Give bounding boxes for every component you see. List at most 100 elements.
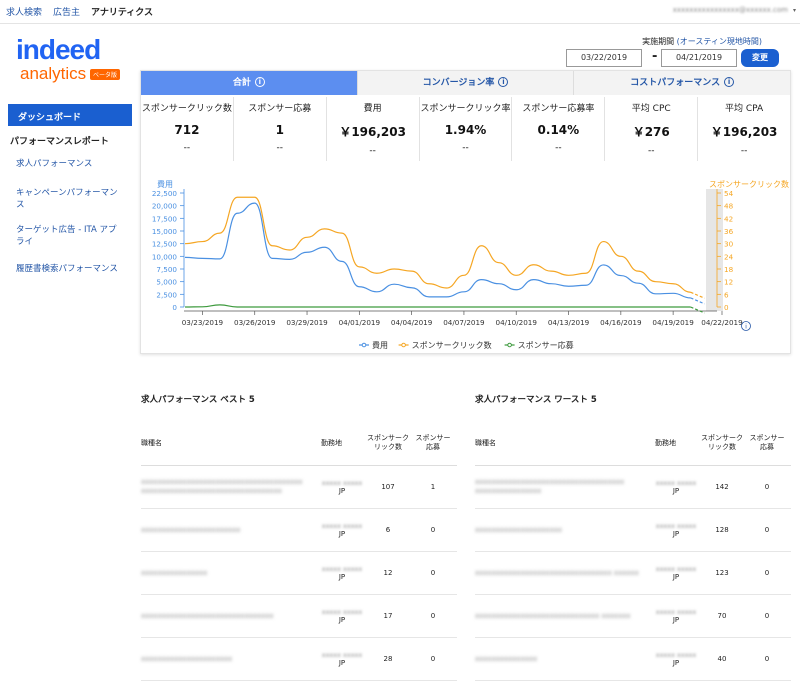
table-row[interactable]: xxxxxxxxxxxxxxxxxxxxxx xxxxx xxxxx JP 28 0 xyxy=(141,638,457,681)
nav-analytics-link[interactable]: アナリティクス xyxy=(91,8,154,18)
job-title-link[interactable]: xxxxxxxxxxxxxxxxxxxxxxxxxxxxxxxxxxxxxxx … xyxy=(141,478,303,495)
metric-5: 平均 CPC ￥276 -- xyxy=(605,97,699,161)
job-title-link[interactable]: xxxxxxxxxxxxxxxxxxxxxxxxxxxxxxxxxxxx xxx… xyxy=(475,478,625,495)
job-title-link[interactable]: xxxxxxxxxxxxxxxxxxxxxx xyxy=(141,654,233,663)
clicks-value: 12 xyxy=(383,569,393,577)
nav-employers-link[interactable]: 広告主 xyxy=(53,8,81,18)
header-clicks[interactable]: スポンサークリック数 xyxy=(701,433,743,451)
metric-value: 1 xyxy=(275,123,284,137)
metric-1: スポンサー応募 1 -- xyxy=(234,97,327,161)
header-location[interactable]: 勤務地 xyxy=(655,438,676,447)
sidebar-item-dashboard[interactable]: ダッシュボード xyxy=(8,104,132,126)
metric-value: ￥196,203 xyxy=(710,125,778,139)
job-location: xxxxx xxxxx JP xyxy=(321,651,363,667)
location-city: xxxxx xxxxx xyxy=(321,479,363,487)
location-country: JP xyxy=(338,616,346,624)
header-job-title[interactable]: 職種名 xyxy=(141,438,162,447)
sidebar-section-heading: パフォーマンスレポート xyxy=(10,137,109,147)
header-job-title[interactable]: 職種名 xyxy=(475,438,496,447)
tab-total[interactable]: 合計 i xyxy=(141,71,357,95)
date-separator: - xyxy=(652,49,658,64)
metric-4: スポンサー応募率 0.14% -- xyxy=(512,97,606,161)
location-city: xxxxx xxxxx xyxy=(321,608,363,616)
tab-cost-performance[interactable]: コストパフォーマンス i xyxy=(573,71,791,95)
best5-title: 求人パフォーマンス ベスト 5 xyxy=(141,395,255,405)
series-line-1 xyxy=(184,196,691,293)
table-row[interactable]: xxxxxxxxxxxxxxxx xxxxx xxxxx JP 12 0 xyxy=(141,552,457,595)
x-tick-label: 04/13/2019 xyxy=(548,318,590,327)
job-title-link[interactable]: xxxxxxxxxxxxxxxxxxxxxxxxxxxxxxxxx xxxxxx xyxy=(475,568,639,577)
table-row[interactable]: xxxxxxxxxxxxxxxxxxxxxxxx xxxxx xxxxx JP 6 0 xyxy=(141,509,457,552)
change-period-button[interactable]: 変更 xyxy=(741,49,779,67)
job-location: xxxxx xxxxx JP xyxy=(321,522,363,538)
axis-info-icon-glyph: i xyxy=(745,323,747,331)
tab-total-label: 合計 xyxy=(232,78,251,88)
right-tick-label: 18 xyxy=(724,265,734,274)
applies-value: 1 xyxy=(430,483,436,491)
indeed-analytics-logo[interactable]: indeed analytics ベータ版 xyxy=(16,34,126,86)
table-row[interactable]: xxxxxxxxxxxxxxx xxxxx xxxxx JP 40 0 xyxy=(475,638,791,681)
metric-2: 費用 ￥196,203 -- xyxy=(327,97,420,161)
series-projection-2 xyxy=(690,306,705,314)
legend-marker-0 xyxy=(361,342,367,348)
table-row[interactable]: xxxxxxxxxxxxxxxxxxxxxxxxxxxxxx xxxxxxx xx… xyxy=(475,595,791,638)
job-title-link[interactable]: xxxxxxxxxxxxxxx xyxy=(475,654,538,663)
left-tick-label: 22,500 xyxy=(152,189,178,198)
legend-label-2: スポンサー応募 xyxy=(518,340,574,350)
job-title-link[interactable]: xxxxxxxxxxxxxxxxxxxxxxxxxxxxxx xxxxxxx xyxy=(475,611,631,620)
x-tick-label: 03/26/2019 xyxy=(234,318,276,327)
clicks-value: 28 xyxy=(383,655,393,663)
table-row[interactable]: xxxxxxxxxxxxxxxxxxxxxxxxxxxxxxxxxxxx xxx… xyxy=(475,466,791,509)
start-date-input[interactable]: 03/22/2019 xyxy=(566,49,642,67)
worst5-title: 求人パフォーマンス ワースト 5 xyxy=(475,395,597,405)
info-icon[interactable]: i xyxy=(254,77,265,87)
series-projection-0 xyxy=(690,297,705,305)
best5-table: 職種名 勤務地 スポンサークリック数 スポンサー応募 xxxxxxxxxxxxxxxxx… xyxy=(141,420,457,681)
metric-label: スポンサー応募率 xyxy=(522,104,595,114)
sidebar-item-campaign-performance[interactable]: キャンペーンパフォーマンス xyxy=(16,188,118,210)
job-title-link[interactable]: xxxxxxxxxxxxxxxxxxxxxxxx xyxy=(141,525,241,534)
end-date-input[interactable]: 04/21/2019 xyxy=(661,49,737,67)
sidebar-item-job-performance[interactable]: 求人パフォーマンス xyxy=(16,159,93,169)
metric-value: ￥196,203 xyxy=(339,125,406,139)
right-tick-label: 42 xyxy=(724,214,733,223)
header-applies[interactable]: スポンサー応募 xyxy=(749,433,785,451)
info-icon[interactable]: i xyxy=(498,77,509,87)
right-axis-title: スポンサークリック数 xyxy=(709,179,789,189)
location-country: JP xyxy=(672,659,680,667)
job-title-link[interactable]: xxxxxxxxxxxxxxxx xyxy=(141,568,208,577)
header-location[interactable]: 勤務地 xyxy=(321,438,342,447)
location-city: xxxxx xxxxx xyxy=(655,479,697,487)
job-location: xxxxx xxxxx JP xyxy=(321,479,363,495)
metrics-row: スポンサークリック数 712 -- スポンサー応募 1 -- 費用 ￥196,203 -- スポン… xyxy=(141,97,790,161)
series-line-0 xyxy=(184,202,691,299)
logo-sub: analytics xyxy=(20,64,87,83)
sidebar-item-targeted-ads[interactable]: ターゲット広告 - ITA アプライ xyxy=(16,225,117,247)
table-row[interactable]: xxxxxxxxxxxxxxxxxxxxxxxxxxxxxxxxx xxxxxx… xyxy=(475,552,791,595)
tab-conversion-rate[interactable]: コンバージョン率 i xyxy=(356,71,574,95)
table-row[interactable]: xxxxxxxxxxxxxxxxxxxxxxxxxxxxxxxx xxxxx xx… xyxy=(141,595,457,638)
table-row[interactable]: xxxxxxxxxxxxxxxxxxxxxxxxxxxxxxxxxxxxxxx … xyxy=(141,466,457,509)
location-country: JP xyxy=(338,530,346,538)
header-applies[interactable]: スポンサー応募 xyxy=(415,433,451,451)
location-city: xxxxx xxxxx xyxy=(321,522,363,530)
account-caret-icon[interactable]: ▾ xyxy=(792,7,796,14)
location-city: xxxxx xxxxx xyxy=(655,651,697,659)
metric-value: 712 xyxy=(174,123,200,137)
applies-value: 0 xyxy=(764,569,770,577)
x-tick-label: 04/04/2019 xyxy=(391,318,433,327)
location-city: xxxxx xxxxx xyxy=(655,565,697,573)
account-email[interactable]: xxxxxxxxxxxxxxxx@xxxxxx.com xyxy=(672,6,788,14)
sidebar-item-resume-search[interactable]: 履歴書検索パフォーマンス xyxy=(16,264,118,274)
left-tick-label: 12,500 xyxy=(152,240,178,249)
job-title-link[interactable]: xxxxxxxxxxxxxxxxxxxxxxxxxxxxxxxx xyxy=(141,611,274,620)
nav-job-search-link[interactable]: 求人検索 xyxy=(6,8,43,18)
left-axis-title: 費用 xyxy=(157,179,173,189)
info-icon[interactable]: i xyxy=(724,77,735,87)
timezone-link[interactable]: (オースティン現地時間) xyxy=(676,37,762,46)
header-clicks[interactable]: スポンサークリック数 xyxy=(367,433,409,451)
metric-change: -- xyxy=(555,143,562,153)
table-row[interactable]: xxxxxxxxxxxxxxxxxxxxx xxxxx xxxxx JP 128 0 xyxy=(475,509,791,552)
period-label: 実施期間 (オースティン現地時間) xyxy=(642,36,762,47)
job-title-link[interactable]: xxxxxxxxxxxxxxxxxxxxx xyxy=(475,525,562,534)
